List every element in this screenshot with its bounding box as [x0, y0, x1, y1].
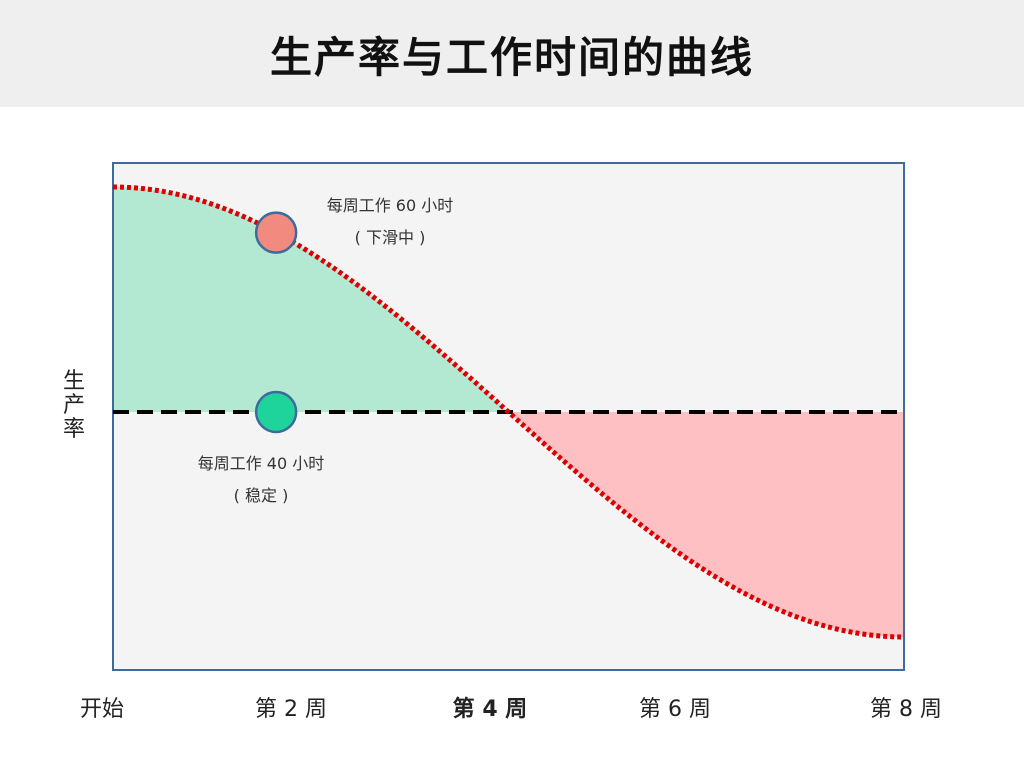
x-tick-label: 开始: [80, 697, 124, 722]
annotation-over-line2: ( 下滑中 ): [355, 228, 426, 247]
plot-frame: [112, 162, 905, 671]
loss-area-fill: [508, 412, 904, 637]
y-axis-label: 生产率: [63, 369, 85, 442]
x-tick-label: 第 6 周: [639, 697, 711, 722]
x-tick-label: 第 2 周: [255, 697, 327, 722]
annotation-steady-line1: 每周工作 40 小时: [198, 454, 325, 473]
annotation-steady-line2: ( 稳定 ): [234, 486, 289, 505]
series-60h-curve: [112, 184, 905, 640]
x-tick-label: 第 8 周: [870, 697, 942, 722]
gain-area-fill: [113, 187, 509, 412]
marker-40h: [254, 390, 298, 434]
marker-60h: [254, 211, 298, 254]
title-bar: [0, 0, 1024, 107]
chart-title: 生产率与工作时间的曲线: [269, 33, 754, 82]
x-tick-label: 第 4 周: [453, 696, 528, 722]
annotation-over-line1: 每周工作 60 小时: [327, 196, 454, 215]
